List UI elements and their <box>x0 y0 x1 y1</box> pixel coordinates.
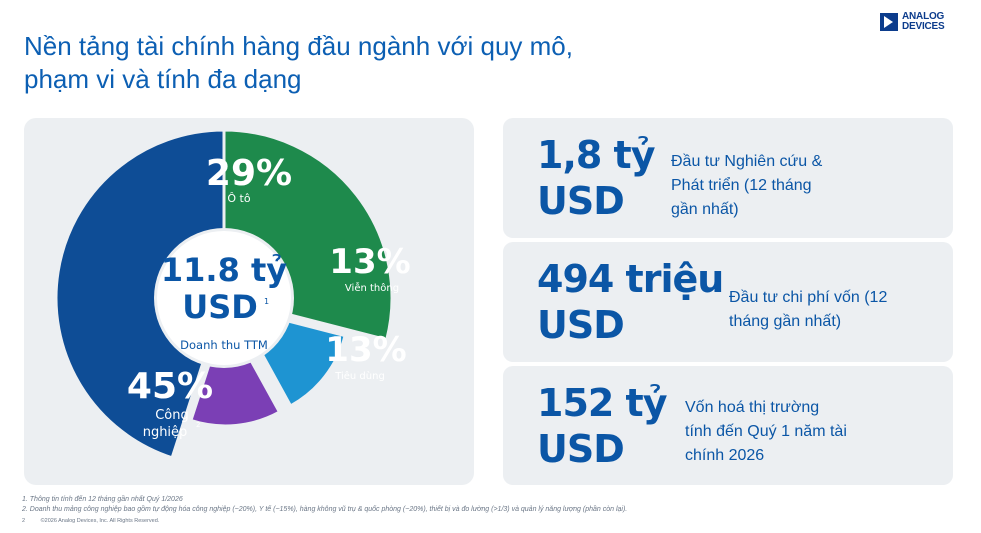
slice-label-pct-industrial: 45% <box>127 366 213 407</box>
slice-label-cat-industrial-1: Công <box>155 408 189 423</box>
stat-desc-rd-line: gần nhất) <box>671 201 739 218</box>
logo-triangle-icon <box>880 13 898 31</box>
stat-card-marketcap: 152 tỷ USD Vốn hoá thị trường tính đến Q… <box>503 366 953 485</box>
page-title: Nền tảng tài chính hàng đầu ngành với qu… <box>24 30 784 96</box>
stat-value-capex: 494 triệu USD <box>537 256 724 348</box>
center-value-sup: 1 <box>264 297 269 306</box>
stat-card-rd: 1,8 tỷ USD Đầu tư Nghiên cứu & Phát triể… <box>503 118 953 238</box>
slice-label-cat-consumer: Tiêu dùng <box>334 370 385 382</box>
stat-value-rd-line2: USD <box>537 179 625 223</box>
stat-value-marketcap-line2: USD <box>537 427 625 471</box>
stat-desc-rd-line: Phát triển (12 tháng <box>671 177 812 194</box>
footnotes: 1. Thông tin tính đến 12 tháng gần nhất … <box>22 495 962 515</box>
stat-desc-capex-line: Đầu tư chi phí vốn (12 <box>729 289 888 306</box>
slice-label-cat-telecom: Viễn thông <box>345 281 399 294</box>
footnote-2: 2. Doanh thu mảng công nghiệp bao gồm tự… <box>22 506 628 513</box>
pie-slice <box>189 310 282 428</box>
copyright-line: 2 ©2026 Analog Devices, Inc. All Rights … <box>22 518 159 524</box>
stat-value-rd-line1: 1,8 tỷ <box>537 133 655 177</box>
stat-value-rd: 1,8 tỷ USD <box>537 132 655 224</box>
revenue-pie-panel: 29% Ô tô 13% Viễn thông 13% Tiêu dùng 45% Công n… <box>24 118 474 485</box>
stat-value-marketcap: 152 tỷ USD <box>537 380 667 472</box>
stat-desc-rd-line: Đầu tư Nghiên cứu & <box>671 153 823 170</box>
stat-desc-marketcap-line: Vốn hoá thị trường <box>685 399 820 416</box>
logo-line2: DEVICES <box>902 21 945 32</box>
stat-desc-capex-line: tháng gần nhất) <box>729 313 842 330</box>
analog-devices-logo: ANALOG DEVICES <box>880 12 960 34</box>
logo-wordmark: ANALOG DEVICES <box>902 12 945 32</box>
center-value-line1: 11.8 tỷ <box>161 251 287 289</box>
slice-label-cat-auto: Ô tô <box>227 192 250 205</box>
center-caption: Doanh thu TTM <box>180 338 268 352</box>
slice-label-cat-industrial-2: nghiệp <box>143 425 188 440</box>
page-title-line2: phạm vi và tính đa dạng <box>24 64 302 94</box>
stat-desc-marketcap: Vốn hoá thị trường tính đến Quý 1 năm tà… <box>685 396 847 468</box>
footnote-1: 1. Thông tin tính đến 12 tháng gần nhất … <box>22 496 183 503</box>
stat-desc-capex: Đầu tư chi phí vốn (12 tháng gần nhất) <box>729 286 887 334</box>
copyright-text: ©2026 Analog Devices, Inc. All Rights Re… <box>40 518 160 524</box>
page-title-line1: Nền tảng tài chính hàng đầu ngành với qu… <box>24 31 573 61</box>
pie-center-hole <box>157 231 291 365</box>
stat-desc-rd: Đầu tư Nghiên cứu & Phát triển (12 tháng… <box>671 150 822 222</box>
stat-value-capex-line2: USD <box>537 303 625 347</box>
slice-label-pct-telecom: 13% <box>329 242 410 282</box>
stat-desc-marketcap-line: chính 2026 <box>685 447 765 464</box>
center-value-line2: USD <box>182 288 258 326</box>
slice-label-pct-consumer: 13% <box>325 330 406 370</box>
stat-value-marketcap-line1: 152 tỷ <box>537 381 667 425</box>
pie-slice <box>54 128 226 460</box>
slice-label-industrial-sup: 2 <box>196 421 200 429</box>
page-number: 2 <box>22 518 26 524</box>
slice-label-pct-auto: 29% <box>206 153 292 194</box>
stat-desc-marketcap-line: tính đến Quý 1 năm tài <box>685 423 847 440</box>
stat-card-capex: 494 triệu USD Đầu tư chi phí vốn (12 thá… <box>503 242 953 362</box>
stat-value-capex-line1: 494 triệu <box>537 257 724 301</box>
logo-line1: ANALOG <box>902 11 945 22</box>
